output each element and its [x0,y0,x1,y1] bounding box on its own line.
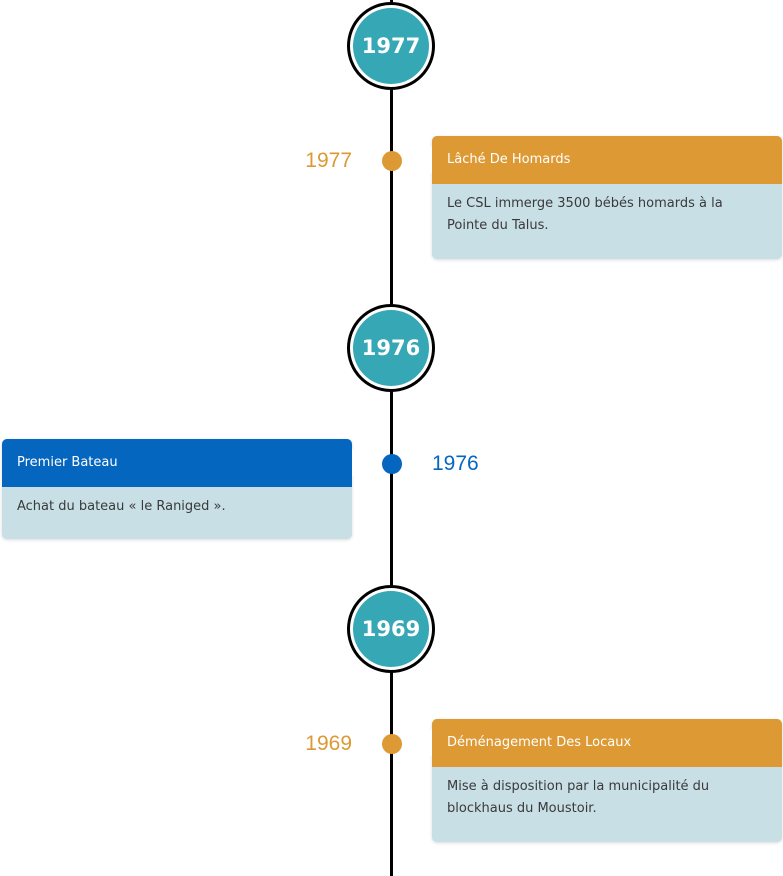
event-card: Premier Bateau Achat du bateau « le Rani… [2,439,366,539]
event-title: Lâché De Homards [447,152,571,167]
year-marker-1969: 1969 [347,585,435,673]
timeline-line [390,0,393,876]
year-marker-1977: 1977 [347,2,435,90]
event-card-header: Déménagement Des Locaux [418,719,782,767]
event-dot [382,734,402,754]
event-title: Premier Bateau [17,455,118,470]
event-card: Déménagement Des Locaux Mise à dispositi… [418,719,782,842]
event-card-header: Premier Bateau [2,439,366,487]
event-card-header: Lâché De Homards [418,136,782,184]
event-dot [382,454,402,474]
event-title: Déménagement Des Locaux [447,735,632,750]
event-date: 1977 [305,149,352,172]
event-date: 1976 [432,452,479,475]
event-description: Le CSL immerge 3500 bébés homards à la P… [447,196,723,233]
year-marker-1976: 1976 [347,304,435,392]
event-description: Achat du bateau « le Raniged ». [17,499,226,514]
event-dot [382,151,402,171]
event-card: Lâché De Homards Le CSL immerge 3500 béb… [418,136,782,259]
event-description: Mise à disposition par la municipalité d… [447,779,710,816]
event-date: 1969 [305,732,352,755]
